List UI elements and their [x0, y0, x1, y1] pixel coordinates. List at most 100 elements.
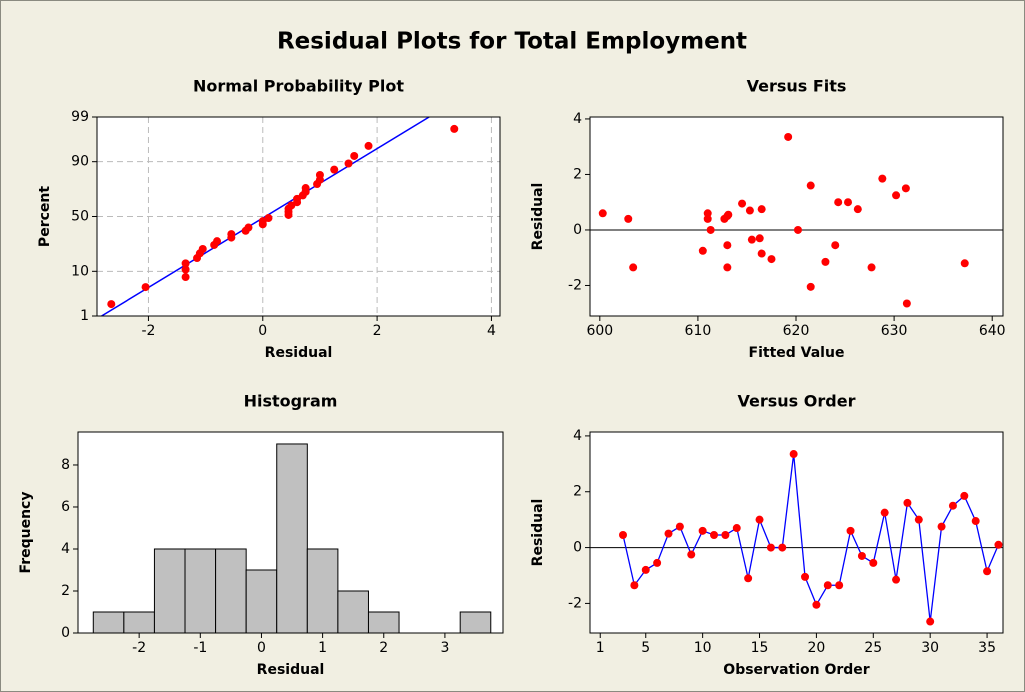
- point: [641, 565, 650, 574]
- chart-title: Normal Probability Plot: [193, 77, 404, 96]
- bar: [245, 569, 278, 634]
- y-axis-label: Frequency: [18, 492, 34, 574]
- x-axis-label: Residual: [265, 345, 333, 361]
- point: [344, 159, 353, 168]
- point: [664, 529, 673, 538]
- point: [867, 263, 876, 272]
- point: [698, 526, 707, 535]
- y-tick-label: 8: [61, 457, 70, 473]
- point: [315, 170, 324, 179]
- point: [846, 526, 855, 535]
- line: [622, 453, 1000, 622]
- bar: [92, 611, 125, 634]
- point: [834, 198, 843, 207]
- y-tick-label: -2: [568, 277, 582, 293]
- x-tick-label: 30: [921, 640, 939, 656]
- point: [244, 223, 253, 232]
- x-tick-label: 2: [379, 640, 388, 656]
- point: [767, 255, 776, 264]
- point: [755, 515, 764, 524]
- point: [926, 617, 935, 626]
- point: [724, 210, 733, 219]
- point: [698, 246, 707, 255]
- bar: [276, 443, 308, 634]
- point: [960, 491, 969, 500]
- point: [757, 249, 766, 258]
- point: [853, 205, 862, 214]
- x-tick-label: 610: [685, 323, 712, 339]
- point: [878, 174, 887, 183]
- y-axis-label: Residual: [530, 499, 546, 567]
- point: [806, 181, 815, 190]
- point: [892, 191, 901, 200]
- x-tick-label: 15: [751, 640, 769, 656]
- point: [738, 199, 747, 208]
- point: [675, 522, 684, 531]
- x-tick-label: 640: [979, 323, 1006, 339]
- point: [330, 165, 339, 174]
- y-tick-label: 1: [80, 308, 89, 324]
- x-tick-label: 600: [586, 323, 613, 339]
- point: [971, 517, 980, 526]
- point: [844, 198, 853, 207]
- bar: [306, 548, 339, 634]
- y-tick-label: 10: [71, 263, 89, 279]
- bar: [459, 611, 492, 634]
- x-tick-label: 25: [864, 640, 882, 656]
- plot-border: [589, 116, 1004, 317]
- x-tick-label: 35: [978, 640, 996, 656]
- point: [857, 551, 866, 560]
- chart-title: Histogram: [244, 392, 338, 411]
- point: [778, 543, 787, 552]
- point: [766, 543, 775, 552]
- x-tick-label: 620: [783, 323, 810, 339]
- x-tick-label: 5: [641, 640, 650, 656]
- point: [744, 574, 753, 583]
- y-tick-label: 90: [71, 154, 89, 170]
- point: [812, 600, 821, 609]
- plot-border: [77, 431, 504, 634]
- point: [141, 283, 150, 292]
- chart-title: Versus Order: [738, 392, 856, 411]
- x-axis-label: Observation Order: [723, 662, 870, 678]
- point: [835, 581, 844, 590]
- plot-border: [589, 431, 1004, 634]
- y-tick-label: 0: [61, 625, 70, 641]
- point: [937, 522, 946, 531]
- y-tick-label: 99: [71, 109, 89, 125]
- y-tick-label: 2: [573, 484, 582, 500]
- y-tick-label: 4: [573, 111, 582, 127]
- bar: [367, 611, 400, 634]
- point: [181, 265, 190, 274]
- point: [755, 234, 764, 243]
- point: [793, 225, 802, 234]
- x-tick-label: -1: [193, 640, 207, 656]
- point: [892, 575, 901, 584]
- point: [747, 235, 756, 244]
- point: [723, 241, 732, 250]
- point: [901, 184, 910, 193]
- point: [789, 450, 798, 459]
- point: [706, 225, 715, 234]
- y-tick-label: 6: [61, 499, 70, 515]
- x-axis-label: Residual: [257, 662, 325, 678]
- x-tick-label: 630: [881, 323, 908, 339]
- point: [703, 214, 712, 223]
- y-tick-label: 50: [71, 209, 89, 225]
- y-axis-label: Percent: [37, 186, 53, 247]
- point: [350, 151, 359, 160]
- y-tick-label: 2: [573, 166, 582, 182]
- y-axis-label: Residual: [530, 183, 546, 251]
- point: [784, 132, 793, 141]
- plot-area: [590, 117, 1003, 316]
- x-axis-label: Fitted Value: [749, 345, 845, 361]
- point: [948, 501, 957, 510]
- point: [629, 263, 638, 272]
- y-tick-label: 4: [61, 541, 70, 557]
- point: [450, 124, 459, 133]
- plot-area: [590, 432, 1003, 633]
- point: [301, 184, 310, 193]
- point: [745, 206, 754, 215]
- x-tick-label: -2: [141, 323, 155, 339]
